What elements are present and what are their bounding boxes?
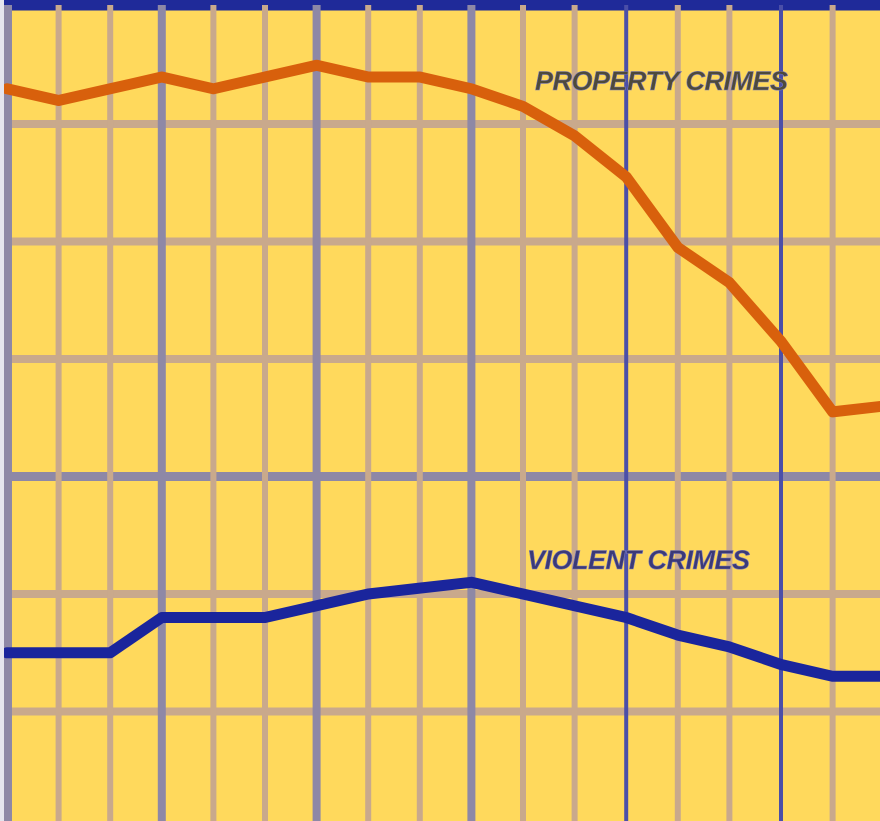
line-layer	[1, 59, 880, 682]
violent-crimes-label: VIOLENT CRIMES	[527, 545, 750, 575]
label-layer: PROPERTY CRIMES VIOLENT CRIMES	[527, 66, 789, 576]
property-crimes-label: PROPERTY CRIMES	[535, 66, 788, 96]
property-crimes-line	[1, 59, 880, 418]
top-frame-bar	[0, 0, 880, 5]
left-frame-edge	[0, 0, 4, 821]
violent-crimes-line	[1, 576, 880, 682]
